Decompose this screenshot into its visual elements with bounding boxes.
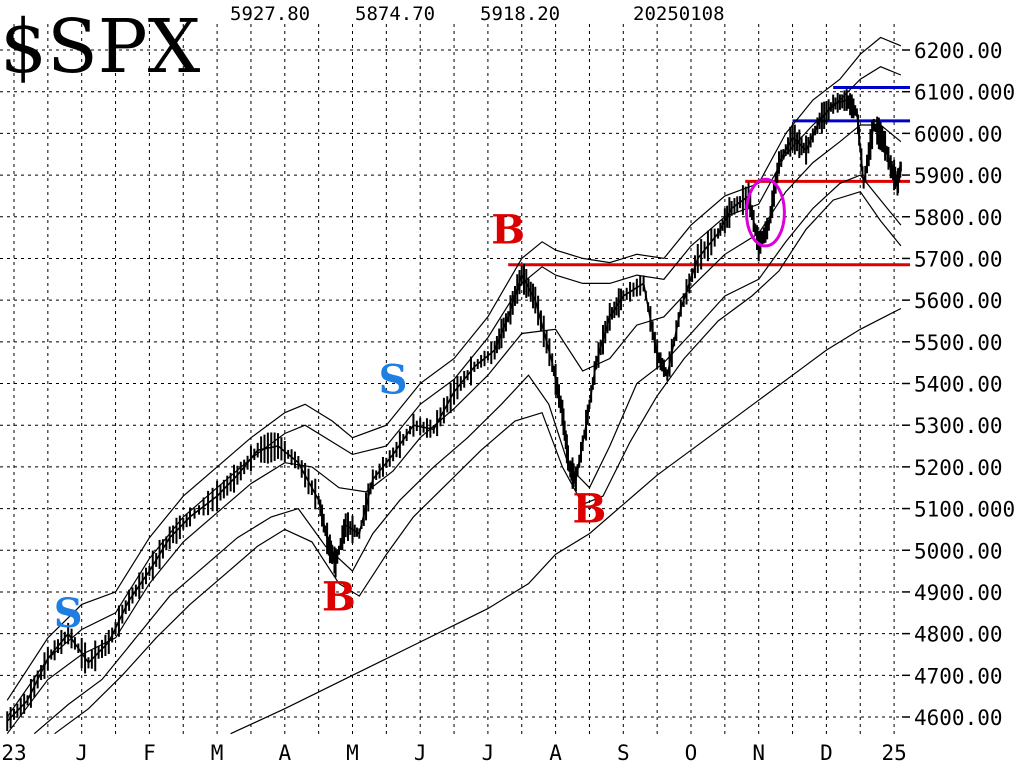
y-tick-label-14: 4800.00 xyxy=(914,623,1003,647)
price-series xyxy=(6,89,902,732)
upper-band-outer xyxy=(6,36,902,701)
x-tick-label-9: S xyxy=(617,741,630,765)
x-tick-label-3: M xyxy=(211,741,224,765)
header-open: 5927.80 xyxy=(230,3,310,25)
y-tick-label-8: 5400.00 xyxy=(914,373,1003,397)
y-tick-label-1: 6100.000 xyxy=(914,81,1015,105)
header-date: 20250108 xyxy=(633,3,725,25)
buy-signal-label-1: B xyxy=(322,573,356,620)
header-close: 5918.20 xyxy=(480,3,560,25)
chart-title: $SPX xyxy=(0,4,201,90)
buy-signal-label-3: B xyxy=(491,206,525,253)
x-tick-label-4: A xyxy=(278,741,291,765)
annotations: S B S B B xyxy=(54,206,607,637)
y-tick-label-3: 5900.00 xyxy=(914,164,1003,188)
y-tick-label-2: 6000.00 xyxy=(914,122,1003,146)
y-tick-label-11: 5100.000 xyxy=(914,498,1015,522)
bands xyxy=(6,36,902,735)
x-tick-label-12: D xyxy=(820,741,833,765)
y-tick-label-10: 5200.00 xyxy=(914,456,1003,480)
header-low: 5874.70 xyxy=(355,3,435,25)
y-tick-label-5: 5700.00 xyxy=(914,247,1003,271)
x-tick-label-7: J xyxy=(482,741,495,765)
x-tick-label-10: O xyxy=(685,741,698,765)
long-moving-average xyxy=(230,307,902,735)
price-line xyxy=(6,99,902,722)
y-tick-label-7: 5500.00 xyxy=(914,331,1003,355)
y-tick-label-12: 5000.00 xyxy=(914,539,1003,563)
y-tick-label-13: 4900.00 xyxy=(914,581,1003,605)
highlight-ellipse xyxy=(745,177,786,248)
y-tick-label-4: 5800.00 xyxy=(914,206,1003,230)
lower-band-inner xyxy=(33,174,902,735)
y-tick-label-9: 5300.00 xyxy=(914,414,1003,438)
x-tick-label-0: 23 xyxy=(1,741,26,765)
y-tick-label-0: 6200.00 xyxy=(914,39,1003,63)
x-tick-label-11: N xyxy=(752,741,765,765)
x-tick-label-5: M xyxy=(346,741,359,765)
middle-line xyxy=(6,124,902,735)
y-tick-label-16: 4600.00 xyxy=(914,706,1003,730)
y-axis-ticks: 6200.00 6100.000 6000.00 5900.00 5800.00 5700… xyxy=(902,39,1015,730)
sell-signal-label-2: S xyxy=(379,357,408,404)
buy-signal-label-4: B xyxy=(573,486,607,533)
sell-signal-label-0: S xyxy=(54,590,83,637)
x-axis-ticks: 23 J F M A M J J A S O N D 25 xyxy=(1,741,906,765)
support-resistance-lines xyxy=(508,86,910,267)
y-tick-label-15: 4700.00 xyxy=(914,664,1003,688)
grid xyxy=(0,24,910,738)
x-tick-label-6: J xyxy=(414,741,427,765)
lower-band-outer xyxy=(54,190,902,735)
x-tick-label-8: A xyxy=(549,741,562,765)
x-tick-label-1: J xyxy=(75,741,88,765)
x-tick-label-2: F xyxy=(143,741,156,765)
x-tick-label-13: 25 xyxy=(881,741,906,765)
y-tick-label-6: 5600.00 xyxy=(914,289,1003,313)
